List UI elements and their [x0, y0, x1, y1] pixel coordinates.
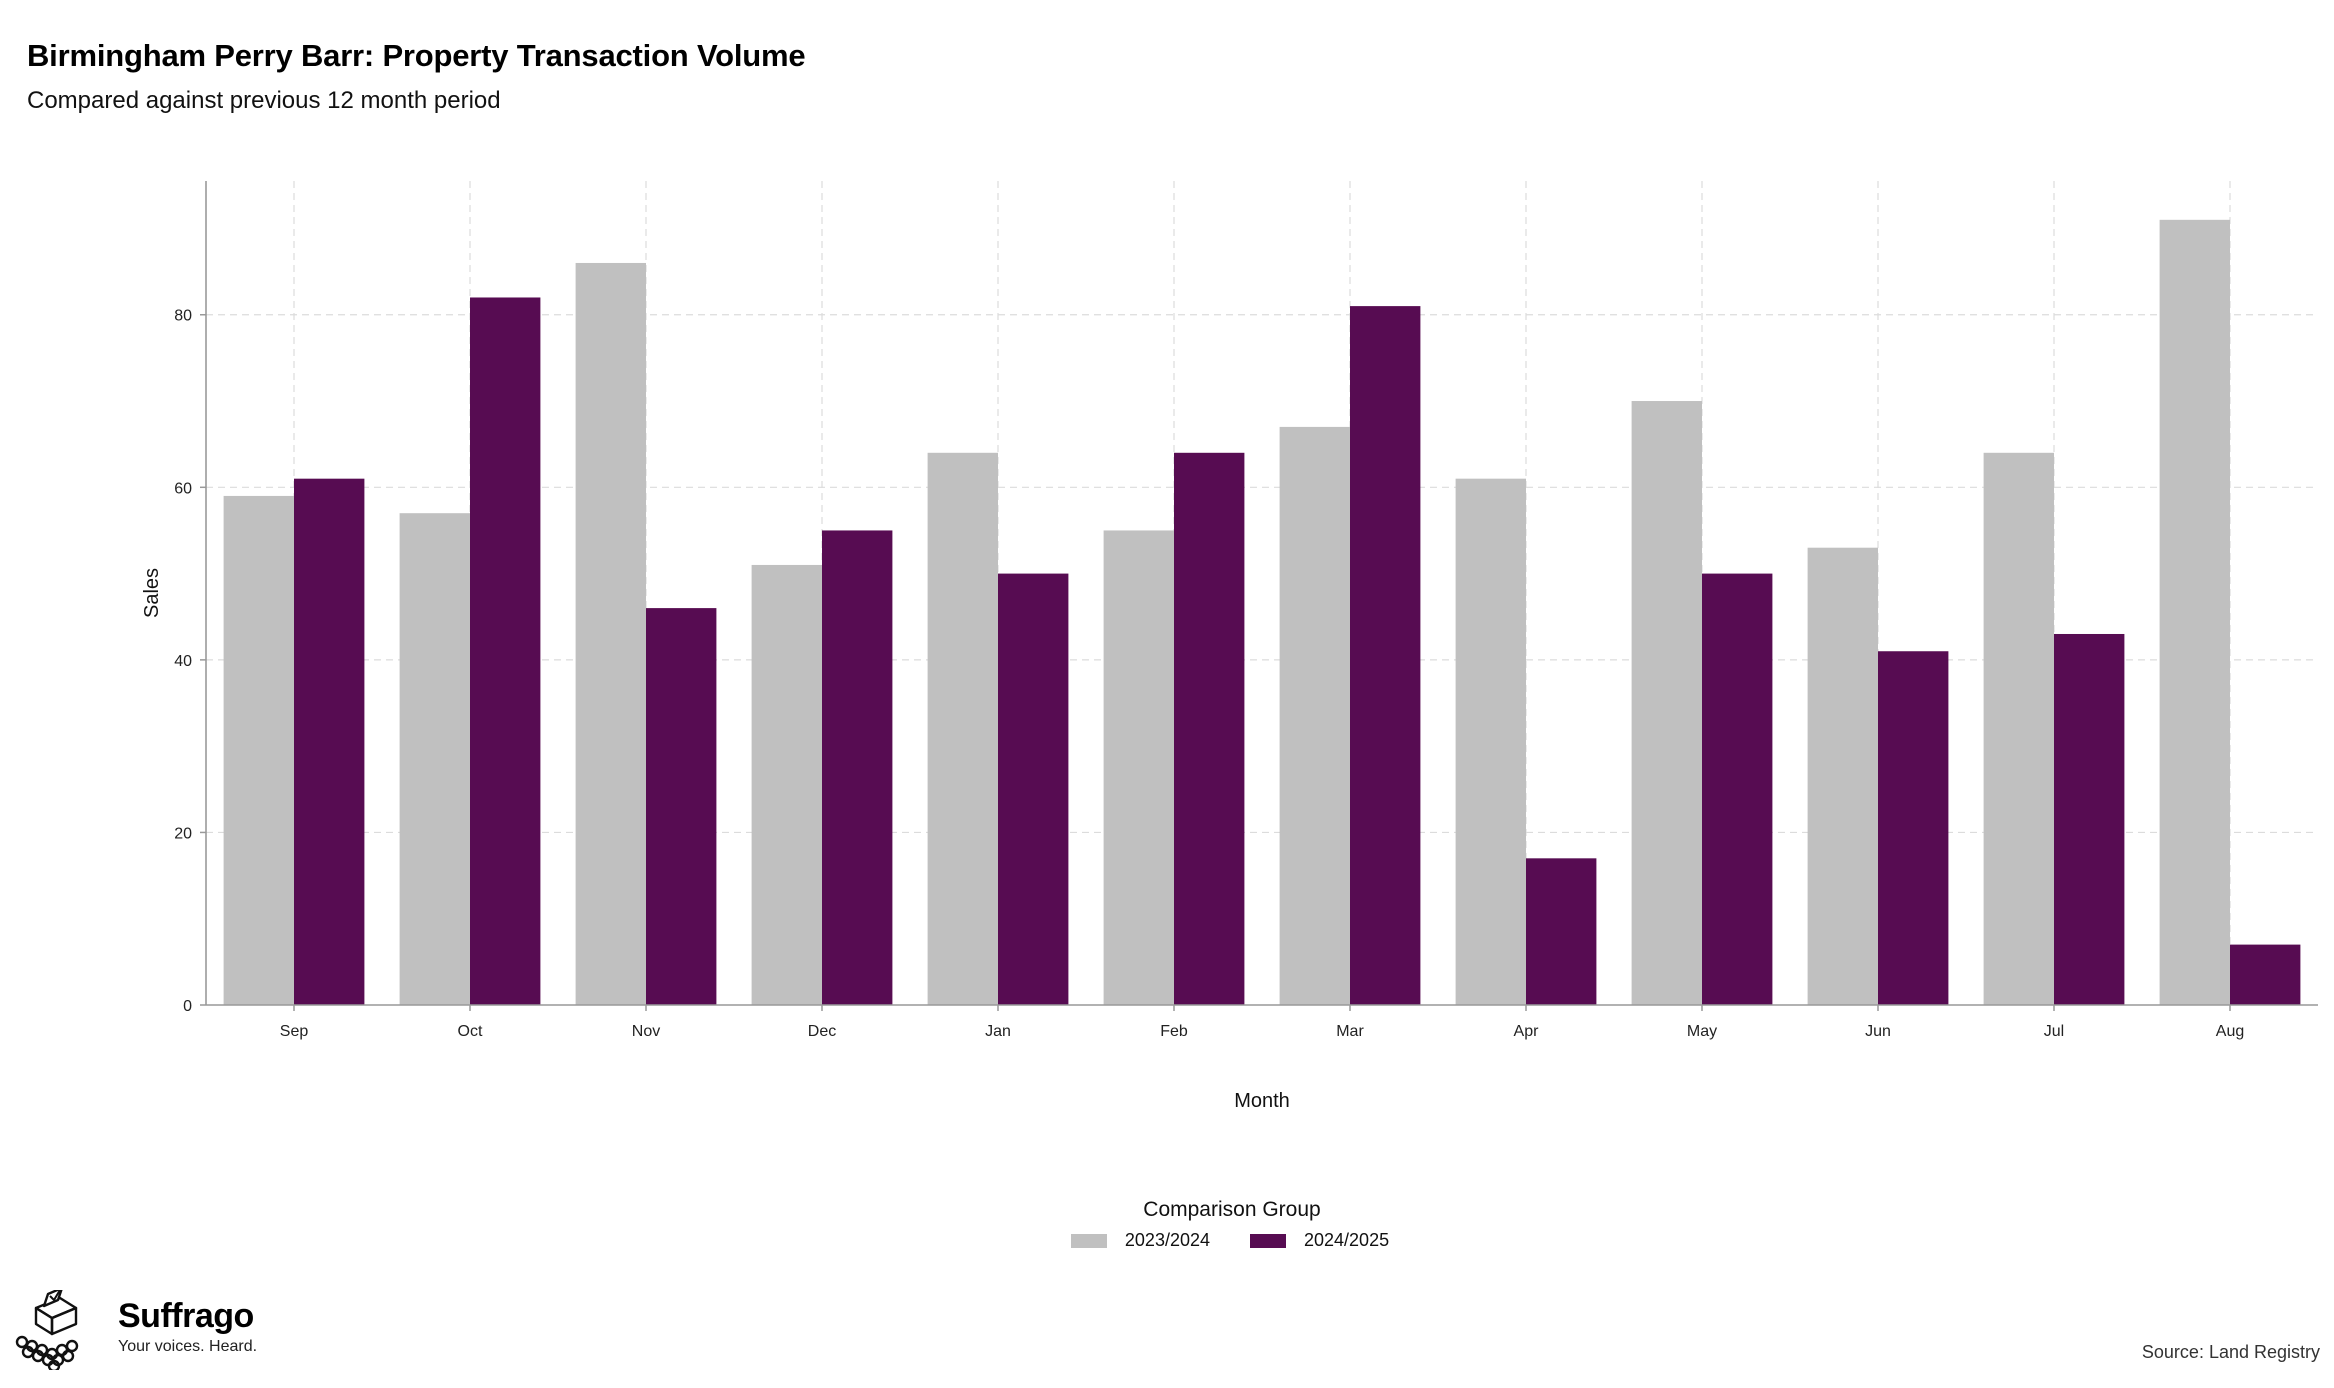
bars: 2023/2024 Sep: 59 2023/2024 Oct: 57 2023/2… [223, 219, 2301, 1006]
brand-name: Suffrago [118, 1297, 254, 1335]
bar: 2024/2025 Nov: 46 [646, 608, 717, 1005]
chart-title: Birmingham Perry Barr: Property Transact… [27, 38, 806, 73]
bar: 2023/2024 Oct: 57 [399, 513, 470, 1005]
x-tick-label: Nov [632, 1023, 660, 1040]
x-tick-label: Jul [2044, 1023, 2064, 1040]
bar: 2023/2024 Aug: 91 [2159, 219, 2230, 1006]
legend: Comparison Group 2023/2024 2024/2025 [0, 1198, 2334, 1251]
bar: 2023/2024 Dec: 51 [751, 564, 822, 1005]
y-axis-title: Sales [141, 568, 163, 618]
x-tick-label: Aug [2216, 1023, 2244, 1040]
legend-items: 2023/2024 2024/2025 [126, 1230, 2334, 1251]
x-tick-label: Mar [1336, 1023, 1364, 1040]
x-tick-label: Oct [458, 1023, 483, 1040]
x-tick-label: Apr [1514, 1023, 1540, 1040]
bar: 2023/2024 Jun: 53 [1807, 547, 1878, 1005]
y-tick-label: 20 [174, 825, 192, 842]
bar: 2024/2025 Feb: 64 [1174, 452, 1245, 1005]
bar: 2024/2025 Jun: 41 [1878, 651, 1949, 1005]
x-axis-title: Month [1234, 1090, 1290, 1112]
bar: 2024/2025 Apr: 17 [1526, 858, 1597, 1005]
bar: 2024/2025 Jul: 43 [2054, 633, 2125, 1005]
bar: 2024/2025 Sep: 61 [294, 478, 365, 1005]
bar: 2024/2025 Aug: 7 [2230, 944, 2301, 1005]
bar-chart: 2023/2024 Sep: 59 2023/2024 Oct: 57 2023/2… [141, 181, 2318, 1112]
x-tick-label: Dec [808, 1023, 836, 1040]
legend-item-2023-2024: 2023/2024 [1070, 1230, 1210, 1251]
legend-swatch-2023-2024 [1070, 1233, 1107, 1248]
bar: 2024/2025 Dec: 55 [822, 530, 893, 1005]
axes: 0 20 40 60 80 Sep Oct Nov Dec Jan Feb Mar Apr May Jun J… [174, 181, 2318, 1040]
legend-swatch-2024-2025 [1250, 1233, 1286, 1248]
x-tick-label: Jan [985, 1023, 1011, 1040]
bar: 2023/2024 Nov: 86 [575, 262, 646, 1005]
x-tick-label: Feb [1160, 1023, 1188, 1040]
source-note: Source: Land Registry [2141, 1342, 2320, 1362]
legend-label-2024-2025: 2024/2025 [1304, 1230, 1390, 1250]
x-tick-label: May [1687, 1023, 1717, 1040]
bar: 2024/2025 Oct: 82 [470, 297, 541, 1005]
bar: 2023/2024 Jan: 64 [927, 452, 998, 1005]
bar: 2023/2024 Jul: 64 [1983, 452, 2054, 1005]
y-tick-label: 80 [174, 308, 192, 325]
bar: 2023/2024 Mar: 67 [1279, 426, 1350, 1005]
legend-label-2023-2024: 2023/2024 [1124, 1230, 1210, 1250]
legend-title: Comparison Group [1143, 1198, 1321, 1221]
y-tick-label: 0 [183, 998, 192, 1015]
x-tick-label: Jun [1865, 1023, 1891, 1040]
ballot-box-icon [15, 1290, 79, 1370]
brand-tagline: Your voices. Heard. [118, 1338, 258, 1355]
chart-subtitle: Compared against previous 12 month perio… [27, 87, 501, 114]
bar: 2023/2024 Apr: 61 [1455, 478, 1526, 1005]
bar: 2024/2025 Jan: 50 [998, 573, 1069, 1005]
legend-item-2024-2025: 2024/2025 [1250, 1230, 1389, 1251]
bar: 2024/2025 Mar: 81 [1350, 306, 1421, 1005]
x-tick-label: Sep [280, 1023, 309, 1040]
y-tick-label: 40 [174, 653, 192, 670]
bar: 2023/2024 Feb: 55 [1103, 530, 1174, 1005]
bar: 2023/2024 May: 70 [1631, 401, 1702, 1005]
y-tick-label: 60 [174, 480, 192, 497]
bar: 2024/2025 May: 50 [1702, 573, 1773, 1005]
brand-logo: Suffrago Your voices. Heard. [14, 1290, 257, 1370]
bar: 2023/2024 Sep: 59 [223, 495, 294, 1005]
